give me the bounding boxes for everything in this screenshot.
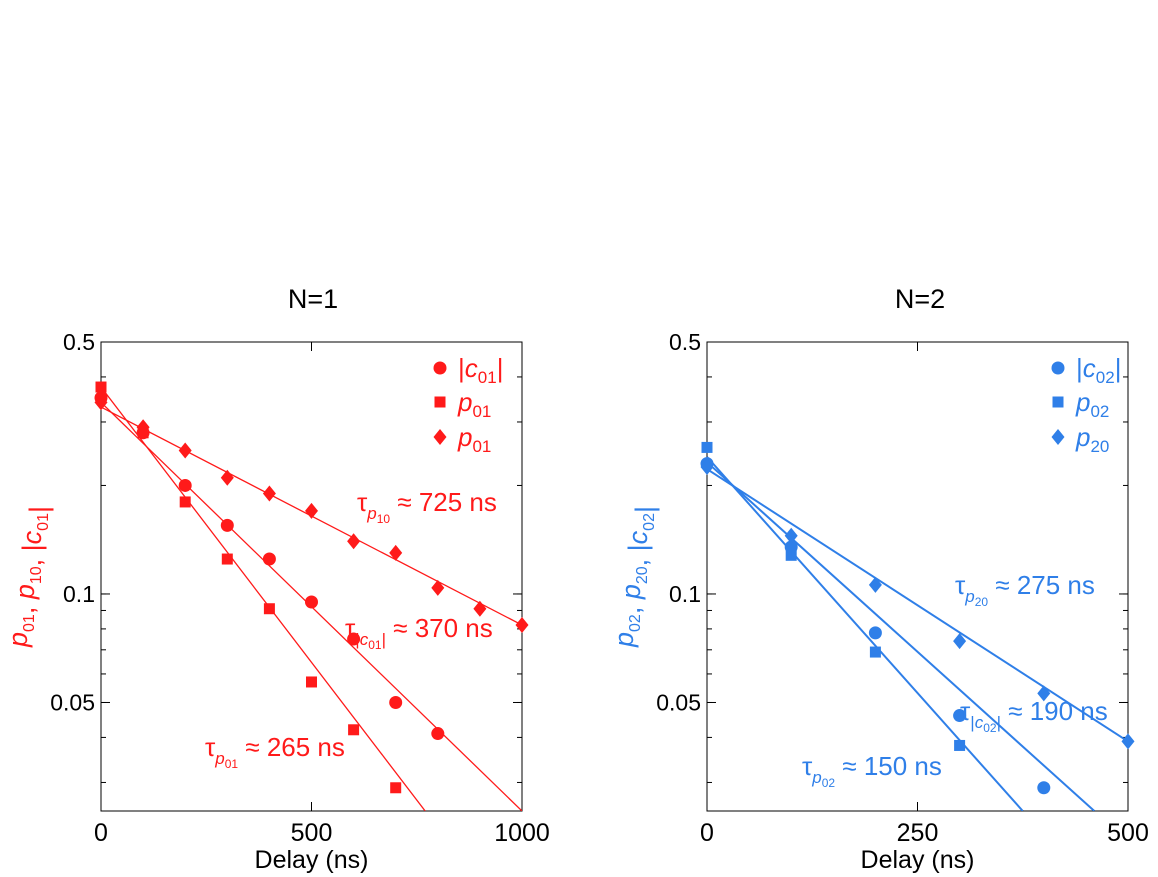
- x-tick-label: 0: [700, 819, 714, 847]
- data-point-diamond: [784, 527, 798, 544]
- legend-entry: |c01|: [458, 353, 503, 387]
- data-point-diamond: [473, 600, 487, 617]
- tau-annotation: τp10 ≈ 725 ns: [357, 487, 497, 526]
- data-point-circle: [868, 626, 882, 640]
- fit-line-square: [707, 456, 1024, 811]
- data-point-square: [221, 553, 233, 565]
- data-point-diamond: [262, 485, 276, 502]
- y-tick-label: 0.1: [669, 581, 701, 607]
- data-point-diamond: [431, 579, 445, 596]
- legend-marker-circle: [1051, 361, 1065, 375]
- y-tick-label: 0.5: [63, 329, 95, 355]
- y-axis-label: p01, p10, |c01|: [3, 506, 54, 648]
- data-point-diamond: [700, 459, 714, 476]
- tau-annotation: τp02 ≈ 150 ns: [802, 751, 942, 790]
- data-point-circle: [431, 727, 445, 741]
- legend-entry: |c02|: [1076, 353, 1121, 387]
- data-point-circle: [1037, 781, 1051, 795]
- data-point-diamond: [953, 633, 967, 650]
- data-point-square: [348, 724, 360, 736]
- data-point-diamond: [347, 533, 361, 550]
- legend-entry: p01: [457, 387, 491, 421]
- y-tick-label: 0.5: [669, 329, 701, 355]
- y-tick-label: 0.05: [656, 689, 701, 715]
- legend-marker-diamond: [433, 429, 447, 445]
- tau-annotation: τp20 ≈ 275 ns: [955, 570, 1095, 609]
- data-point-diamond: [389, 544, 403, 561]
- x-tick-label: 0: [94, 819, 108, 847]
- legend-marker-diamond: [1051, 429, 1065, 445]
- data-point-diamond: [94, 394, 108, 411]
- data-point-circle: [347, 632, 361, 646]
- data-point-diamond: [178, 442, 192, 459]
- data-point-square: [701, 441, 713, 453]
- fit-line-square: [101, 386, 426, 811]
- chart-title: N=1: [288, 284, 338, 314]
- data-point-square: [179, 496, 191, 508]
- legend-entry: p02: [1075, 387, 1109, 421]
- legend-marker-circle: [433, 361, 447, 375]
- data-point-square: [954, 739, 966, 751]
- data-point-circle: [262, 552, 276, 566]
- x-tick-label: 250: [897, 819, 939, 847]
- x-axis-label: Delay (ns): [255, 846, 369, 874]
- data-point-square: [785, 549, 797, 561]
- data-point-diamond: [1121, 733, 1135, 750]
- data-point-diamond: [868, 576, 882, 593]
- x-axis-label: Delay (ns): [861, 846, 975, 874]
- y-tick-label: 0.1: [63, 581, 95, 607]
- data-point-circle: [953, 709, 967, 723]
- data-point-diamond: [515, 617, 529, 634]
- data-point-diamond: [136, 419, 150, 436]
- tau-annotation: τp01 ≈ 265 ns: [205, 732, 345, 771]
- chart-panel-2: 0.05 0.1 0.5 0 250 500 N=2 Delay (ns) p02, p20, …: [609, 284, 1149, 874]
- data-point-square: [306, 676, 317, 688]
- legend-entry: p01: [457, 422, 491, 456]
- data-point-diamond: [305, 502, 318, 519]
- y-tick-label: 0.05: [50, 689, 95, 715]
- data-point-square: [390, 782, 402, 794]
- y-axis-label: p02, p20, |c02|: [609, 506, 660, 648]
- legend-entry: p20: [1075, 422, 1109, 456]
- x-tick-label: 1000: [494, 819, 550, 847]
- data-point-circle: [178, 478, 192, 492]
- data-point-square: [869, 646, 881, 658]
- tau-annotation: τ|c02| ≈ 190 ns: [960, 696, 1108, 735]
- legend-marker-square: [1052, 396, 1064, 408]
- data-point-circle: [220, 518, 234, 532]
- data-point-square: [95, 381, 107, 393]
- legend-marker-square: [434, 396, 446, 408]
- data-point-circle: [389, 695, 403, 709]
- data-point-circle: [305, 595, 318, 609]
- fit-line-circle: [707, 461, 1095, 811]
- data-point-diamond: [1037, 685, 1051, 702]
- x-tick-label: 500: [1107, 819, 1149, 847]
- data-point-square: [263, 603, 275, 615]
- tau-annotation: τ|c01| ≈ 370 ns: [345, 613, 493, 652]
- data-point-diamond: [220, 469, 234, 486]
- chart-title: N=2: [895, 284, 945, 314]
- fit-line-diamond: [707, 468, 1128, 743]
- chart-panel-1: 0.05 0.1 0.5 0 500 1000 N=1 Delay (ns) p01, p10,…: [3, 284, 550, 874]
- x-tick-label: 500: [291, 819, 333, 847]
